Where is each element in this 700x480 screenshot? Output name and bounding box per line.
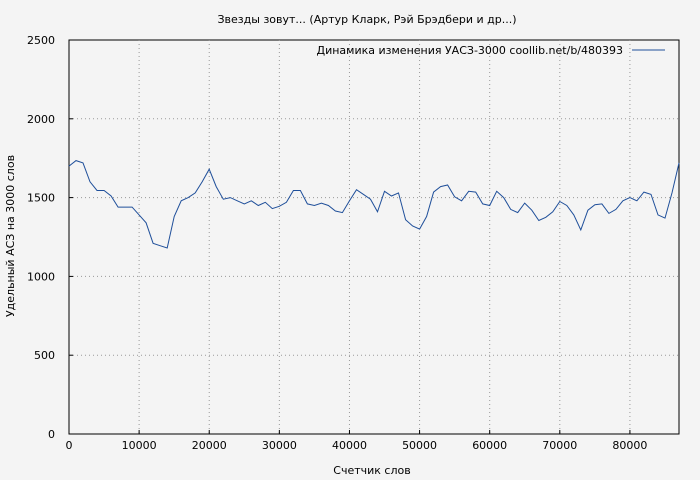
x-tick-label: 50000 — [402, 439, 437, 452]
legend: Динамика изменения УАСЗ-3000 coollib.net… — [317, 44, 665, 57]
grid — [69, 40, 679, 434]
x-tick-label: 60000 — [472, 439, 507, 452]
y-axis: 0 500 1000 1500 2000 2500 — [27, 34, 73, 441]
x-axis-title: Счетчик слов — [333, 464, 410, 477]
legend-label: Динамика изменения УАСЗ-3000 coollib.net… — [317, 44, 624, 57]
y-tick-label: 2000 — [27, 113, 55, 126]
chart-title: Звезды зовут... (Артур Кларк, Рэй Брэдбе… — [218, 13, 517, 26]
x-tick-label: 40000 — [332, 439, 367, 452]
x-axis: 0 10000 20000 30000 40000 50000 60000 70000 8000… — [66, 430, 647, 452]
y-tick-label: 500 — [34, 349, 55, 362]
x-tick-label: 80000 — [612, 439, 647, 452]
x-tick-label: 70000 — [542, 439, 577, 452]
x-tick-label: 0 — [66, 439, 73, 452]
series-line — [68, 160, 680, 249]
y-axis-title: Удельный АСЗ на 3000 слов — [4, 155, 17, 317]
x-tick-label: 10000 — [122, 439, 157, 452]
y-tick-label: 1500 — [27, 192, 55, 205]
y-tick-label: 0 — [48, 428, 55, 441]
y-tick-label: 1000 — [27, 270, 55, 283]
x-tick-label: 30000 — [262, 439, 297, 452]
x-tick-label: 20000 — [192, 439, 227, 452]
y-tick-label: 2500 — [27, 34, 55, 47]
plot-area — [68, 39, 680, 435]
